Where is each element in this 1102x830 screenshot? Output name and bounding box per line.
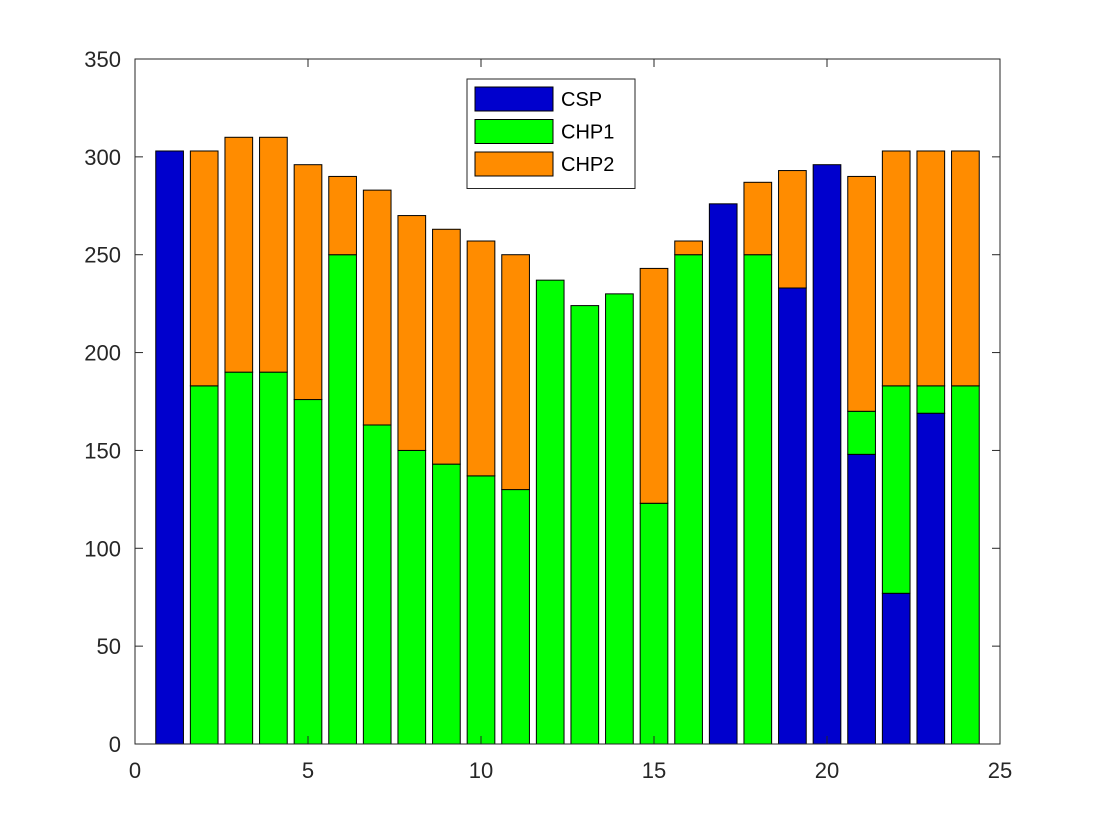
bar-chp2-2: [189, 150, 219, 387]
x-tick-label: 15: [642, 758, 666, 783]
bar-chp2-21: [847, 175, 876, 412]
bar-chp2-19: [778, 170, 807, 289]
legend: CSP CHP1 CHP2: [466, 78, 636, 189]
bar-chp1-11: [501, 489, 530, 745]
bar-chp2-5: [293, 164, 323, 401]
bar-chp1-23: [916, 385, 946, 414]
legend-swatch-chp2: [474, 151, 554, 177]
bars-layer: [155, 136, 980, 745]
y-tick-label: 300: [84, 145, 121, 170]
x-tick-label: 5: [302, 758, 314, 783]
y-tick-label: 250: [84, 243, 121, 268]
bar-chp1-12: [535, 279, 565, 745]
bar-csp-1: [155, 150, 184, 745]
bar-chp1-16: [674, 254, 703, 745]
legend-swatch-chp1: [474, 119, 554, 144]
bar-chp1-4: [259, 371, 288, 745]
bar-chp1-9: [432, 463, 461, 745]
y-tick-label: 350: [84, 47, 121, 72]
bar-chp2-16: [674, 240, 703, 256]
x-tick-label: 0: [129, 758, 141, 783]
y-tick-label: 0: [109, 732, 121, 757]
bar-csp-23: [916, 412, 946, 745]
bar-chp2-4: [259, 136, 288, 373]
y-tick-label: 100: [84, 536, 121, 561]
bar-chp2-6: [328, 175, 357, 256]
bar-csp-19: [778, 287, 807, 745]
bar-chp2-11: [501, 254, 530, 491]
legend-swatch-csp: [474, 86, 554, 112]
x-tick-label: 10: [469, 758, 493, 783]
bar-chp2-15: [639, 267, 669, 504]
y-tick-label: 150: [84, 438, 121, 463]
x-tick-label: 20: [815, 758, 839, 783]
bar-csp-22: [881, 592, 911, 745]
bar-chp2-7: [362, 189, 392, 426]
bar-chp2-23: [916, 150, 946, 387]
bar-chp1-7: [362, 424, 392, 745]
bar-chp1-5: [293, 399, 323, 745]
legend-label-csp: CSP: [561, 89, 602, 111]
bar-chp2-3: [224, 136, 254, 373]
bar-chp2-8: [397, 215, 427, 451]
bar-chp1-22: [881, 385, 911, 594]
bar-chp1-8: [397, 449, 427, 745]
bar-chp1-24: [951, 385, 980, 745]
bar-chp1-10: [466, 475, 496, 745]
bar-chp1-3: [224, 371, 254, 745]
bar-chp1-6: [328, 254, 357, 745]
bar-chp2-10: [466, 240, 496, 477]
legend-label-chp2: CHP2: [561, 154, 614, 176]
bar-csp-20: [812, 164, 842, 745]
bar-chp1-15: [639, 502, 669, 745]
y-tick-label: 200: [84, 341, 121, 366]
bar-csp-21: [847, 453, 876, 745]
axes-box: [134, 58, 1001, 745]
y-tick-label: 50: [97, 634, 121, 659]
bar-chp1-14: [605, 293, 634, 745]
bar-chp1-21: [847, 410, 876, 455]
bar-chp2-9: [432, 228, 461, 465]
bar-chp2-18: [743, 181, 773, 256]
bar-chp1-18: [743, 254, 773, 745]
bar-chp2-24: [951, 150, 980, 387]
bar-chp1-13: [570, 305, 600, 745]
bar-chp1-2: [189, 385, 219, 745]
bar-chp2-22: [881, 150, 911, 387]
legend-label-chp1: CHP1: [561, 122, 614, 144]
x-tick-label: 25: [988, 758, 1012, 783]
bar-csp-17: [708, 203, 738, 745]
